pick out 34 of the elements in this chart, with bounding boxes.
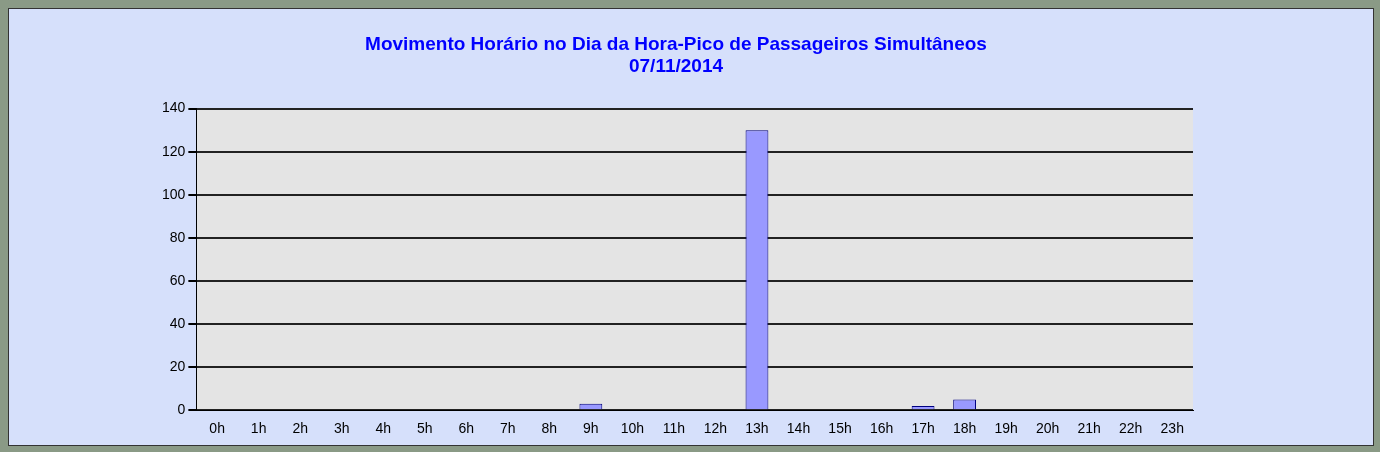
x-tick-label: 1h bbox=[250, 420, 267, 437]
x-tick-label: 12h bbox=[703, 420, 728, 437]
y-tick-label: 140 bbox=[162, 99, 186, 116]
x-tick-label: 22h bbox=[1119, 420, 1143, 437]
x-tick-label: 0h bbox=[209, 420, 225, 437]
x-tick-label: 11h bbox=[662, 420, 686, 437]
y-tick-label: 40 bbox=[169, 314, 186, 331]
y-tick-label: 20 bbox=[169, 357, 186, 374]
x-tick-label: 7h bbox=[500, 420, 516, 437]
x-tick-label: 18h bbox=[952, 420, 977, 437]
y-tick-label: 80 bbox=[169, 228, 186, 245]
text: Movimento Horário no Dia da Hora-Pico de Passageiros Simultâneos bbox=[365, 32, 987, 54]
text: 07/11/2014 bbox=[628, 55, 724, 77]
x-tick-label: 20h bbox=[1035, 420, 1060, 437]
x-tick-label: 15h bbox=[828, 420, 852, 437]
y-tick-label: 100 bbox=[162, 185, 186, 202]
x-tick-label: 6h bbox=[458, 420, 475, 437]
x-tick-label: 14h bbox=[786, 420, 811, 437]
y-tick-label: 0 bbox=[177, 401, 186, 418]
y-tick-label: 120 bbox=[162, 142, 186, 159]
x-tick-label: 4h bbox=[375, 420, 392, 437]
x-tick-label: 23h bbox=[1160, 420, 1184, 437]
x-tick-label: 3h bbox=[333, 420, 350, 437]
x-tick-label: 9h bbox=[583, 420, 599, 437]
x-tick-label: 13h bbox=[745, 420, 769, 437]
x-tick-label: 16h bbox=[869, 420, 894, 437]
x-tick-label: 10h bbox=[620, 420, 645, 437]
x-tick-label: 8h bbox=[541, 420, 558, 437]
y-tick-label: 60 bbox=[169, 271, 186, 288]
x-tick-label: 2h bbox=[292, 420, 308, 437]
x-tick-label: 21h bbox=[1077, 420, 1101, 437]
x-tick-label: 5h bbox=[416, 420, 433, 437]
x-tick-label: 17h bbox=[911, 420, 935, 437]
x-tick-label: 19h bbox=[994, 420, 1018, 437]
